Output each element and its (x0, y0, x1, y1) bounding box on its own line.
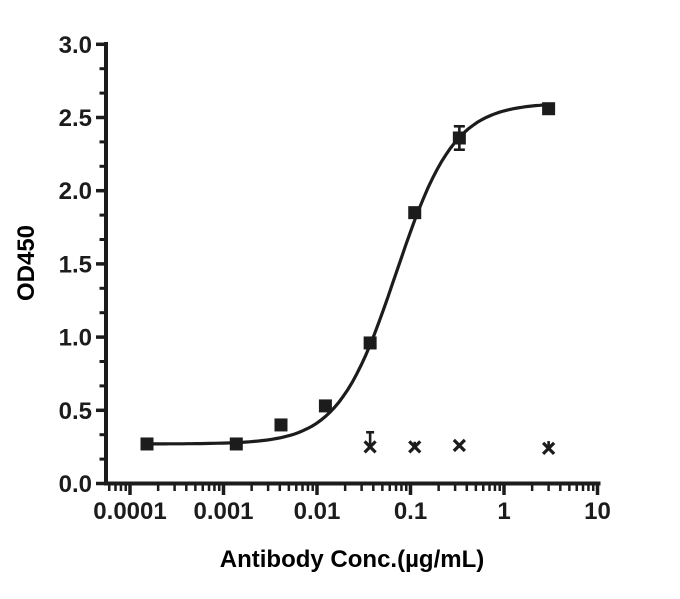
square-marker (363, 336, 377, 350)
x-tick-label: 0.001 (193, 498, 253, 525)
x-tick-label: 1 (497, 498, 510, 525)
square-marker (229, 437, 243, 451)
square-marker (140, 437, 154, 451)
sigmoid-fit-path (145, 103, 551, 446)
x-marker (452, 438, 466, 453)
x-marker (408, 440, 422, 454)
axes: 0.0 0.5 1.0 1.5 2.0 2.5 3.0 0.0001 0.001 0.01 0.1 1… (59, 32, 611, 525)
y-tick-label: 0.5 (59, 398, 92, 425)
square-marker (408, 206, 422, 220)
y-tick-label: 1.0 (59, 325, 92, 352)
y-tick-label: 3.0 (59, 32, 92, 59)
y-tick-label: 2.5 (59, 105, 92, 132)
square-marker (542, 102, 556, 116)
data-series (140, 102, 556, 455)
square-marker (318, 399, 332, 413)
x-tick-label: 0.1 (394, 498, 427, 525)
y-tick-label: 1.5 (59, 251, 92, 278)
x-tick-label: 0.0001 (93, 498, 166, 525)
x-marker (541, 441, 556, 455)
x-tick-label: 0.01 (294, 498, 341, 525)
x-marker (363, 440, 377, 454)
fit-curve (145, 103, 551, 446)
square-marker (452, 131, 466, 145)
x-tick-label: 10 (584, 498, 611, 525)
y-tick-label: 2.0 (59, 178, 92, 205)
x-axis-title: Antibody Conc.(µg/mL) (220, 546, 484, 573)
square-marker (274, 418, 288, 432)
y-axis-title: OD450 (13, 225, 40, 301)
y-tick-label: 0.0 (59, 471, 92, 498)
